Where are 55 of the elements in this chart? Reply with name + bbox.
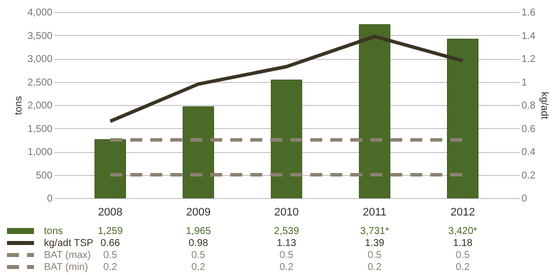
data-label: 0.98: [188, 238, 209, 249]
x-tick-label: 2011: [362, 206, 386, 218]
y2-tick-label: 1.6: [522, 8, 536, 18]
y2-tick-label: 1.2: [522, 54, 536, 65]
y-tick-label: 4,000: [27, 8, 53, 18]
bar: [182, 106, 214, 198]
data-label: 3,731*: [360, 226, 390, 237]
bar: [447, 38, 478, 198]
y2-tick-label: 0.6: [522, 124, 536, 135]
bar: [270, 80, 302, 198]
x-tick-label: 2008: [98, 206, 123, 218]
data-label: 0.5: [456, 250, 470, 261]
bar: [358, 24, 390, 198]
legend-label: tons: [44, 226, 63, 237]
y2-tick-label: 0.2: [522, 170, 536, 182]
y2-tick-label: 1: [522, 77, 528, 88]
y-tick-label: 2,500: [27, 77, 53, 88]
y-axis-title: tons: [13, 96, 24, 115]
legend-label: BAT (max): [44, 250, 91, 261]
data-label: 0.2: [456, 262, 470, 273]
legend-label: BAT (min): [44, 262, 88, 273]
y2-tick-label: 0.8: [522, 100, 536, 112]
y-tick-label: 0: [46, 194, 53, 204]
data-label: 0.2: [103, 262, 118, 273]
bar: [94, 139, 126, 198]
y-tick-label: 2,000: [27, 100, 53, 112]
data-label: 1,259: [98, 226, 124, 237]
data-label: 0.66: [100, 238, 120, 249]
y-tick-label: 500: [36, 170, 53, 182]
data-label: 1.39: [364, 238, 385, 249]
data-label: 1.18: [453, 238, 473, 249]
y-tick-label: 3,000: [27, 54, 53, 65]
data-label: 1.13: [276, 238, 297, 249]
data-label: 0.2: [368, 262, 382, 273]
data-label: 0.2: [280, 262, 294, 273]
x-tick-label: 2010: [274, 206, 299, 218]
line-series: [108, 34, 464, 124]
data-label: 2,539: [274, 226, 300, 237]
data-label: 0.2: [191, 262, 206, 273]
y-tick-label: 1,000: [27, 147, 53, 158]
data-label: 0.5: [280, 250, 294, 261]
y-tick-label: 3,500: [27, 30, 53, 42]
x-tick-label: 2012: [450, 206, 475, 218]
x-tick-label: 2009: [186, 206, 211, 218]
legend-label: kg/adt TSP: [44, 238, 94, 249]
data-label: 0.5: [103, 250, 118, 261]
y-tick-label: 1,500: [27, 124, 53, 135]
data-label: 0.5: [191, 250, 206, 261]
data-label: 1,965: [186, 226, 212, 237]
y2-tick-label: 0.4: [522, 147, 536, 158]
y2-axis-title: kg/adt: [538, 92, 550, 120]
y2-tick-label: 0: [522, 194, 528, 204]
y2-tick-label: 1.4: [522, 30, 536, 42]
data-label: 0.5: [368, 250, 382, 261]
data-label: 3,420*: [448, 226, 478, 237]
